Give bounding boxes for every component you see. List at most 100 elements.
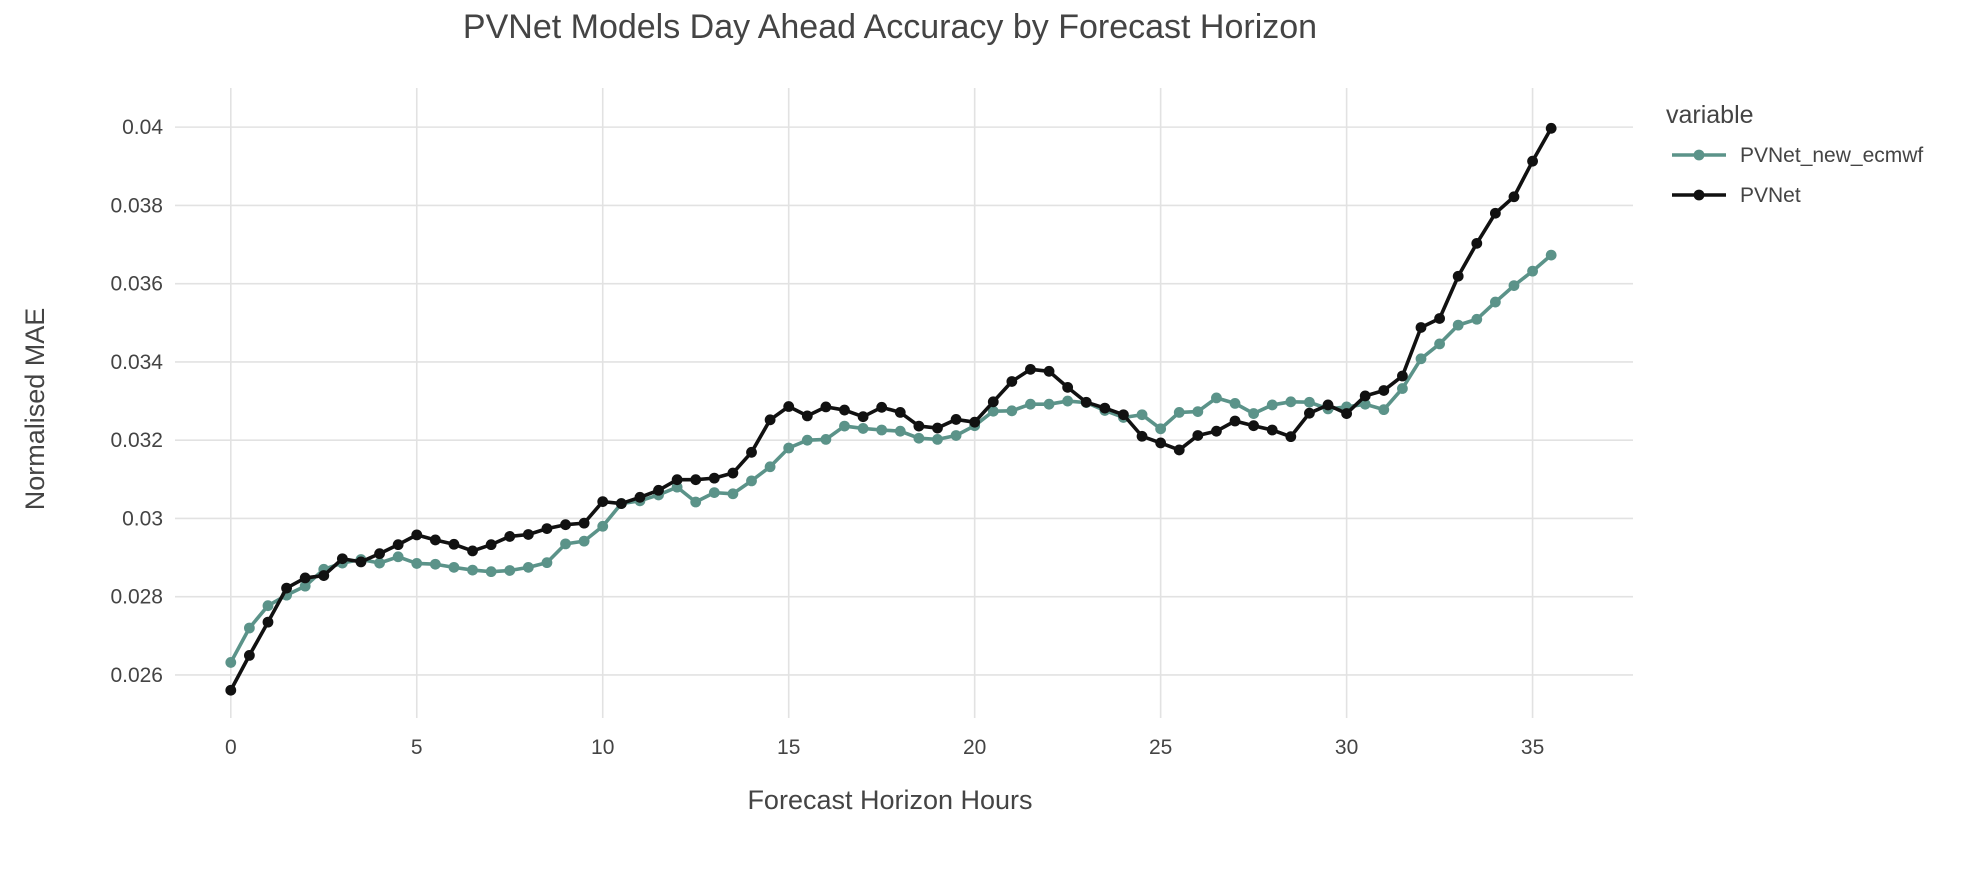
data-point — [987, 396, 999, 408]
data-point — [1304, 407, 1315, 419]
data-point — [392, 551, 404, 563]
data-point — [560, 538, 571, 550]
data-point — [281, 582, 292, 594]
legend-title: variable — [1666, 101, 1754, 129]
data-point — [597, 520, 609, 532]
y-tick-label: 0.04 — [122, 116, 163, 139]
data-point — [894, 425, 906, 437]
data-point — [225, 657, 237, 668]
data-point — [1211, 392, 1222, 404]
data-point — [1415, 353, 1427, 365]
data-point — [615, 498, 627, 509]
data-point — [764, 414, 776, 426]
data-point — [504, 565, 516, 576]
data-point — [801, 434, 813, 446]
y-tick-labels: 0.026 0.028 0.03 0.032 0.034 0.036 0.038 0.04 — [110, 116, 163, 687]
legend: variable PVNet_new_ecmwf PVNet — [1666, 101, 1923, 207]
data-point — [1006, 376, 1018, 387]
data-point — [243, 622, 255, 634]
data-point — [392, 539, 404, 551]
legend-item: PVNet_new_ecmwf — [1672, 144, 1923, 167]
y-tick-label: 0.038 — [110, 194, 163, 217]
data-point — [1192, 406, 1204, 418]
data-point — [690, 474, 702, 486]
data-point — [1304, 396, 1315, 408]
data-point — [1527, 155, 1538, 167]
data-point — [1006, 405, 1018, 417]
data-point — [634, 491, 646, 503]
data-point — [1322, 399, 1334, 411]
data-point — [1062, 395, 1074, 407]
data-point — [1192, 430, 1204, 441]
data-point — [1025, 398, 1036, 410]
data-point — [950, 414, 962, 425]
data-point — [448, 538, 460, 550]
data-point — [783, 401, 795, 412]
x-tick-label: 20 — [963, 736, 986, 759]
data-point — [932, 433, 943, 445]
data-point — [374, 548, 385, 560]
data-point — [1118, 409, 1129, 421]
data-point — [1211, 425, 1222, 437]
data-point — [839, 420, 850, 432]
data-point — [671, 474, 683, 486]
data-point — [467, 545, 478, 557]
data-point — [1471, 313, 1483, 325]
data-point — [1397, 383, 1408, 394]
data-point — [857, 411, 869, 423]
data-point — [1489, 207, 1501, 219]
data-point — [1025, 363, 1036, 375]
data-point — [1378, 385, 1390, 396]
data-point — [1452, 319, 1464, 331]
data-point — [225, 684, 237, 696]
data-point — [374, 557, 385, 569]
data-point — [950, 430, 962, 441]
data-point — [876, 401, 888, 413]
data-point — [1173, 406, 1185, 418]
data-point — [560, 519, 571, 531]
data-point — [1359, 398, 1371, 410]
data-point — [783, 442, 795, 454]
data-point — [690, 496, 702, 508]
data-point — [1266, 424, 1278, 436]
data-point — [504, 531, 516, 542]
data-point — [336, 553, 348, 565]
data-point — [1099, 402, 1111, 414]
legend-item: PVNet — [1672, 184, 1801, 207]
y-tick-label: 0.036 — [110, 273, 163, 296]
y-tick-label: 0.028 — [110, 586, 163, 609]
data-point — [764, 461, 776, 473]
data-point — [1043, 365, 1055, 377]
data-point — [485, 539, 497, 551]
data-point — [467, 564, 478, 576]
data-point — [578, 535, 590, 547]
data-point — [932, 422, 943, 434]
data-point — [1080, 396, 1092, 408]
data-point — [1397, 370, 1408, 382]
data-point — [894, 406, 906, 418]
y-axis-title: Normalised MAE — [20, 308, 50, 511]
data-point — [1527, 265, 1538, 277]
data-point — [1136, 430, 1148, 442]
data-point — [1508, 191, 1520, 203]
data-point — [1266, 399, 1278, 411]
data-point — [1285, 396, 1297, 408]
data-point — [1378, 404, 1390, 416]
x-tick-label: 10 — [591, 736, 614, 759]
data-point — [1359, 390, 1371, 402]
data-point — [1285, 431, 1297, 443]
data-point — [1062, 381, 1074, 393]
x-tick-labels: 0 5 10 15 20 25 30 35 — [225, 736, 1544, 759]
legend-label: PVNet — [1740, 184, 1801, 207]
data-point — [1489, 296, 1501, 308]
data-point — [522, 529, 534, 540]
data-point — [1434, 313, 1445, 324]
data-point — [727, 467, 739, 479]
data-point — [299, 580, 311, 592]
data-point — [541, 523, 553, 535]
data-point — [1434, 338, 1445, 350]
data-point — [1229, 415, 1241, 427]
y-tick-label: 0.032 — [110, 429, 163, 452]
